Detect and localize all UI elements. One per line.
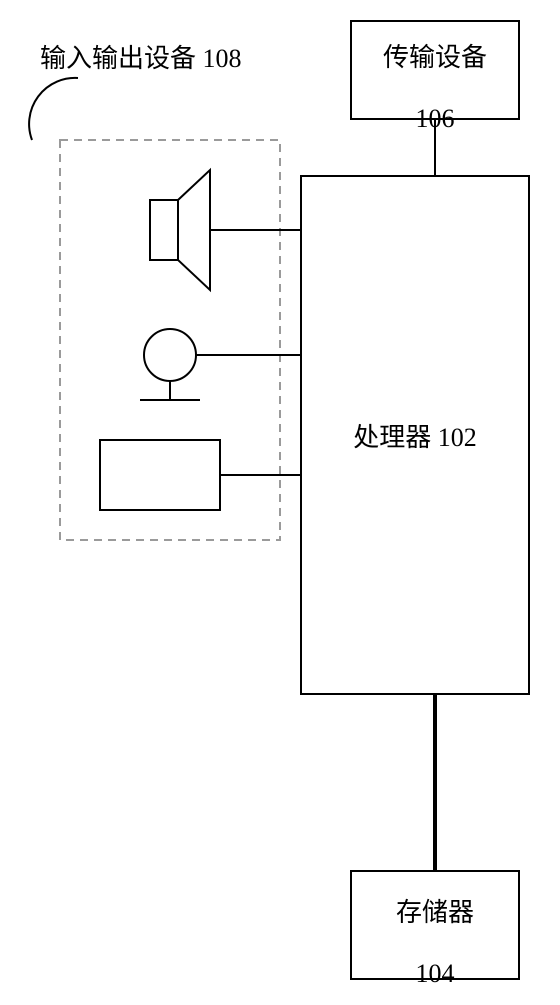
transmission-device-box: 传输设备 106	[350, 20, 520, 120]
transmission-label-line2: 106	[415, 104, 454, 133]
memory-box: 存储器 104	[350, 870, 520, 980]
speaker-cone	[178, 170, 210, 290]
memory-label-line1: 存储器	[396, 898, 474, 927]
transmission-label-line1: 传输设备	[383, 43, 487, 72]
io-bracket	[29, 78, 78, 140]
memory-label-line2: 104	[415, 959, 454, 988]
speaker-body	[150, 200, 178, 260]
processor-box: 处理器 102	[300, 175, 530, 695]
diagram-canvas: 输入输出设备 108 传输设备 106 处理器 102 存储器 104	[0, 0, 560, 1000]
mic-head	[144, 329, 196, 381]
io-device-label: 输入输出设备 108	[40, 38, 242, 75]
processor-label: 处理器 102	[353, 417, 477, 454]
device-rect	[100, 440, 220, 510]
